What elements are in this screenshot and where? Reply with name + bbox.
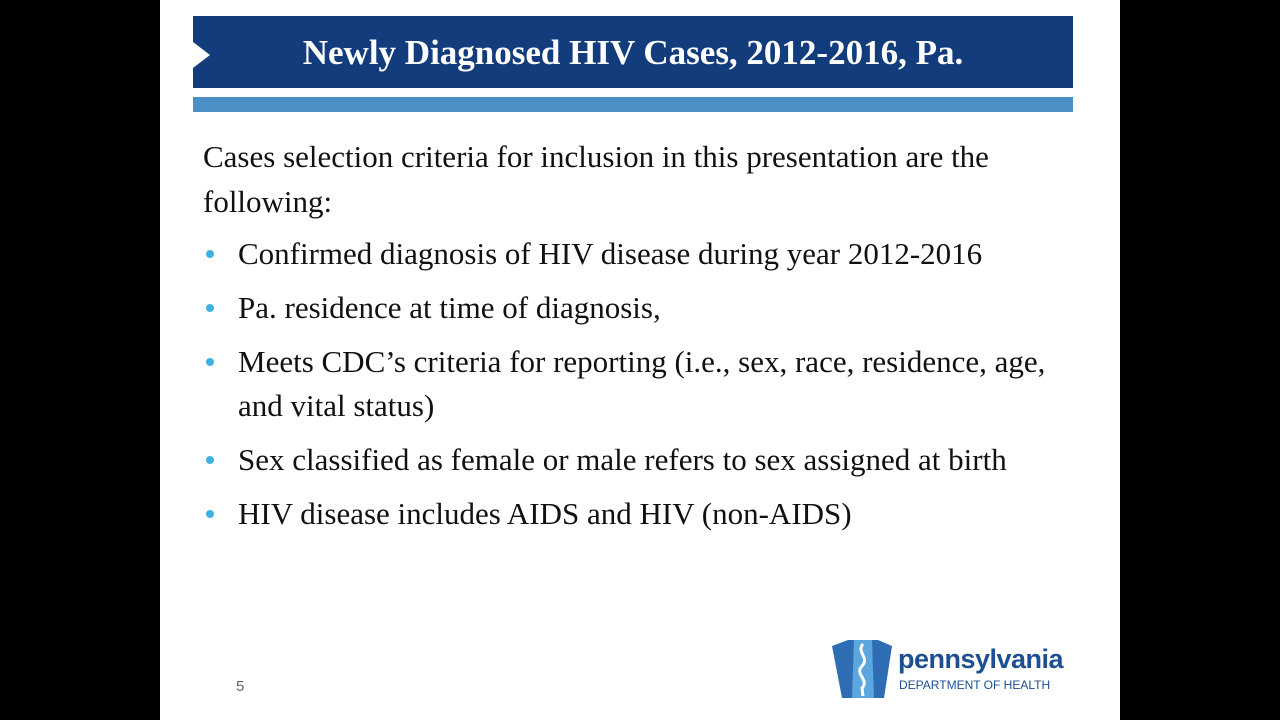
bullet-list: Confirmed diagnosis of HIV disease durin… — [203, 232, 1053, 546]
banner-notch — [193, 42, 210, 68]
bullet-item: Sex classified as female or male refers … — [203, 438, 1048, 482]
bullet-item: Pa. residence at time of diagnosis, — [203, 286, 1048, 330]
logo: pennsylvania DEPARTMENT OF HEALTH — [832, 638, 1082, 700]
intro-text: Cases selection criteria for inclusion i… — [203, 139, 989, 219]
bullet-item: Meets CDC’s criteria for reporting (i.e.… — [203, 340, 1048, 428]
slide: Newly Diagnosed HIV Cases, 2012-2016, Pa… — [160, 0, 1120, 720]
bullet-item: Confirmed diagnosis of HIV disease durin… — [203, 232, 1048, 276]
bullet-item: HIV disease includes AIDS and HIV (non-A… — [203, 492, 1048, 536]
title-banner: Newly Diagnosed HIV Cases, 2012-2016, Pa… — [193, 16, 1073, 88]
logo-name: pennsylvania — [898, 644, 1064, 674]
title-stripe — [193, 97, 1073, 112]
keystone-icon — [832, 640, 892, 698]
logo-subtitle: DEPARTMENT OF HEALTH — [899, 678, 1051, 692]
slide-title: Newly Diagnosed HIV Cases, 2012-2016, Pa… — [302, 33, 964, 72]
page-number: 5 — [236, 678, 245, 695]
